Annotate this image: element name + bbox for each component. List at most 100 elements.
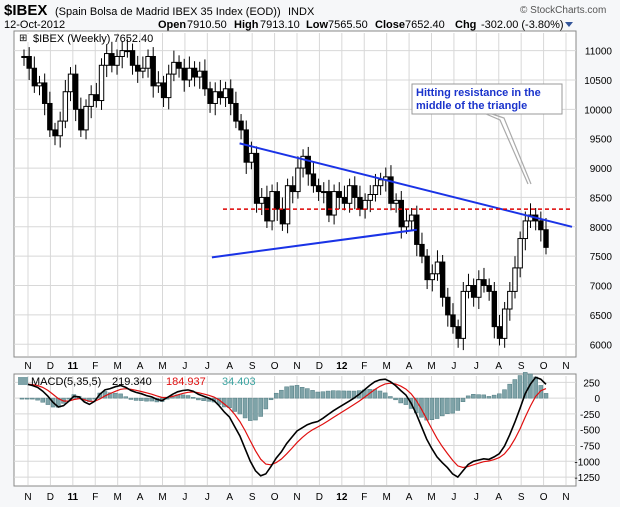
symbol-title: $IBEX <box>4 2 47 19</box>
histogram-bar <box>429 397 435 420</box>
macd-x-tick-label: S <box>249 492 256 503</box>
price-x-tick-label: D <box>47 361 54 372</box>
histogram-bar <box>273 392 279 399</box>
histogram-bar <box>190 397 196 399</box>
price-x-tick-label: N <box>24 361 31 372</box>
price-tick-label: 8000 <box>590 223 613 234</box>
price-bar <box>181 58 187 92</box>
price-bar <box>450 303 456 334</box>
price-bar <box>83 99 89 140</box>
price-x-axis: N D 11 F M A M J J A S O N D 12 F M A M J J A S O N <box>24 361 569 372</box>
histogram-bar <box>403 397 409 405</box>
histogram-bar <box>144 397 149 402</box>
histogram-bar <box>237 397 243 415</box>
price-bar <box>202 59 208 96</box>
macd-x-tick-label: N <box>293 492 300 503</box>
price-bar <box>367 185 373 213</box>
histogram-bar <box>388 396 393 399</box>
macd-line <box>22 376 547 479</box>
price-bar <box>171 50 177 82</box>
price-x-tick-label: N <box>293 361 300 372</box>
price-bar <box>222 81 229 107</box>
price-bar <box>52 122 58 146</box>
price-x-tick-label: O <box>540 361 548 372</box>
annotation-line-1: Hitting resistance in the <box>416 87 541 99</box>
price-bar <box>259 188 265 216</box>
histogram-bar <box>284 386 289 399</box>
histogram-bar <box>196 397 201 401</box>
macd-x-tick-label: N <box>562 492 569 503</box>
price-bar <box>460 282 467 351</box>
histogram-bar <box>476 394 481 399</box>
price-bar <box>419 232 425 264</box>
macd-x-tick-label: F <box>361 492 367 503</box>
histogram-bar <box>180 394 186 399</box>
price-bar <box>72 64 79 122</box>
histogram-bar <box>325 390 331 399</box>
histogram-bar <box>107 392 113 399</box>
histogram-bar <box>149 397 154 402</box>
price-bar <box>98 58 105 110</box>
histogram-bar <box>279 389 284 399</box>
close-value: 7652.40 <box>405 19 445 31</box>
price-bar <box>486 278 492 301</box>
signal-legend-value: 184.937 <box>166 376 206 388</box>
price-bar <box>191 61 198 87</box>
price-bar <box>455 319 461 348</box>
histogram-legend-value: 34.403 <box>222 376 256 388</box>
macd-x-tick-label: O <box>540 492 548 503</box>
histogram-bar <box>242 397 248 419</box>
price-bar <box>310 162 317 193</box>
price-x-tick-label: M <box>382 361 390 372</box>
price-x-tick-label: A <box>495 361 502 372</box>
histogram-bar <box>299 387 305 399</box>
price-bar <box>491 282 498 339</box>
price-bar <box>429 264 435 292</box>
macd-x-tick-label: J <box>474 492 479 503</box>
price-bar <box>160 75 167 107</box>
macd-tick-label: -750 <box>580 442 600 453</box>
annotation-line-2: middle of the triangle <box>416 100 527 112</box>
macd-x-tick-label: A <box>226 492 233 503</box>
macd-x-tick-label: D <box>47 492 54 503</box>
price-bar <box>496 314 503 346</box>
histogram-bar <box>294 385 300 399</box>
price-bar <box>517 231 523 278</box>
price-bar <box>274 182 280 221</box>
price-bar <box>57 111 63 148</box>
price-tick-label: 6500 <box>590 311 613 322</box>
dropdown-arrow-icon[interactable] <box>565 22 573 27</box>
histogram-bar <box>253 397 258 421</box>
price-bar <box>352 176 358 210</box>
price-bar <box>186 56 193 88</box>
open-value: 7910.50 <box>187 19 227 31</box>
price-x-tick-label: J <box>205 361 210 372</box>
annotation-pointer <box>485 113 529 185</box>
histogram-bar <box>341 390 346 399</box>
histogram-bar <box>382 392 388 399</box>
macd-tick-label: 0 <box>594 394 600 405</box>
price-bar <box>315 178 322 201</box>
macd-tick-label: -500 <box>580 426 600 437</box>
exchange-label: INDX <box>288 6 315 18</box>
histogram-bar <box>248 397 253 421</box>
macd-legend-value: 219.340 <box>112 376 152 388</box>
price-bar <box>336 182 342 210</box>
macd-legend-swatch <box>18 377 28 385</box>
macd-tick-label: -1000 <box>574 457 600 468</box>
lower-trendline <box>211 228 418 259</box>
price-x-tick-label: D <box>316 361 323 372</box>
price-tick-label: 9500 <box>590 135 613 146</box>
histogram-bar <box>310 390 315 399</box>
histogram-bar <box>512 379 518 399</box>
legend-swatch <box>17 34 29 42</box>
price-bar <box>197 61 203 89</box>
price-bar <box>124 38 131 58</box>
price-bar <box>233 91 239 129</box>
macd-x-tick-label: J <box>182 492 187 503</box>
histogram-bar <box>263 397 269 410</box>
price-bar <box>166 64 172 110</box>
low-value: 7565.50 <box>328 19 368 31</box>
histogram-bar <box>40 397 46 403</box>
